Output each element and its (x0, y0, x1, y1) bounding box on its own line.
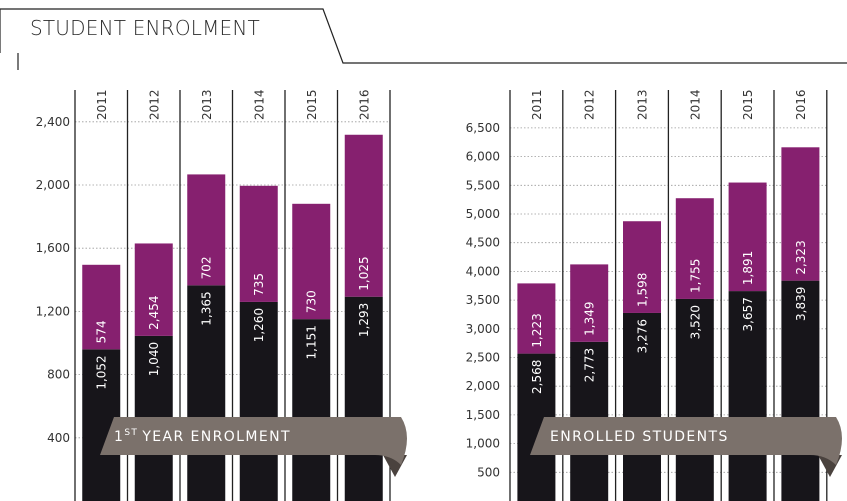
y-tick-label: 2,400 (36, 115, 70, 129)
x-category-label: 2016 (357, 89, 371, 120)
data-label-purple: 1,025 (357, 256, 371, 290)
data-label-dark: 3,520 (688, 305, 702, 339)
bar-segment-dark (344, 296, 383, 501)
y-tick-label: 2,000 (36, 178, 70, 192)
x-category-label: 2012 (583, 89, 597, 120)
bar-segment-purple (728, 182, 767, 292)
data-label-purple: 1,223 (530, 313, 544, 347)
data-label-dark: 3,276 (636, 319, 650, 353)
y-tick-label: 4,000 (466, 264, 500, 278)
y-tick-label: 1,500 (466, 408, 500, 422)
x-category-label: 2011 (95, 89, 109, 120)
x-category-label: 2016 (794, 89, 808, 120)
page-title: STUDENT ENROLMENT (30, 16, 260, 40)
y-tick-label: 1,000 (466, 437, 500, 451)
x-category-label: 2015 (741, 89, 755, 120)
x-category-label: 2011 (530, 89, 544, 120)
y-tick-label: 6,500 (466, 121, 500, 135)
data-label-purple: 702 (200, 256, 214, 279)
data-label-dark: 2,568 (530, 360, 544, 394)
bar-segment-dark (187, 285, 226, 501)
data-label-purple: 574 (95, 320, 109, 343)
y-tick-label: 3,000 (466, 322, 500, 336)
chart-title: 1ST YEAR ENROLMENT (114, 428, 291, 445)
bar-segment-purple (623, 221, 661, 313)
data-label-dark: 1,260 (252, 308, 266, 342)
bar-segment-purple (344, 134, 383, 297)
data-label-purple: 1,755 (688, 259, 702, 293)
x-category-label: 2012 (147, 89, 161, 120)
data-label-purple: 1,598 (636, 273, 650, 307)
y-tick-label: 4,500 (466, 236, 500, 250)
y-tick-label: 5,000 (466, 207, 500, 221)
x-category-label: 2014 (688, 89, 702, 120)
ribbon-body (530, 417, 842, 465)
y-tick-label: 6,000 (466, 150, 500, 164)
bar-segment-purple (82, 264, 121, 350)
bar-segment-dark (675, 298, 714, 501)
y-tick-label: 800 (47, 368, 70, 382)
bar-segment-purple (292, 203, 331, 320)
ribbon-label: 1ST YEAR ENROLMENT (100, 417, 407, 477)
data-label-dark: 1,040 (147, 342, 161, 376)
bar-segment-purple (187, 174, 226, 286)
bar-segment-purple (675, 198, 714, 299)
data-label-purple: 1,349 (583, 301, 597, 335)
data-label-dark: 1,052 (95, 355, 109, 389)
y-tick-label: 1,600 (36, 241, 70, 255)
x-category-label: 2014 (252, 89, 266, 120)
bar-segment-purple (781, 147, 820, 281)
data-label-dark: 3,657 (741, 297, 755, 331)
bar-segment-purple (239, 185, 278, 302)
data-label-purple: 730 (305, 290, 319, 313)
bar-segment-dark (239, 301, 278, 501)
data-label-dark: 3,839 (794, 287, 808, 321)
ribbon-body (100, 417, 407, 465)
data-label-dark: 1,151 (305, 325, 319, 359)
y-tick-label: 5,500 (466, 178, 500, 192)
x-category-label: 2015 (305, 89, 319, 120)
bar-segment-purple (134, 243, 173, 336)
y-tick-label: 500 (477, 465, 500, 479)
data-label-dark: 1,293 (357, 303, 371, 337)
chart-title: ENROLLED STUDENTS (550, 429, 729, 445)
x-category-label: 2013 (200, 89, 214, 120)
bar-segment-dark (728, 291, 767, 501)
data-label-purple: 2,323 (794, 240, 808, 274)
x-category-label: 2013 (636, 89, 650, 120)
y-tick-label: 1,200 (36, 304, 70, 318)
bar-segment-dark (623, 312, 661, 501)
data-label-purple: 735 (252, 273, 266, 296)
y-tick-label: 400 (47, 431, 70, 445)
ribbon-label: ENROLLED STUDENTS (530, 417, 842, 477)
y-tick-label: 3,500 (466, 293, 500, 307)
data-label-dark: 1,365 (200, 291, 214, 325)
data-label-purple: 2,454 (147, 296, 161, 330)
bar-segment-dark (781, 280, 820, 501)
bar-segment-purple (570, 264, 609, 342)
title-tab (0, 8, 847, 70)
bar-segment-dark (292, 319, 331, 501)
y-tick-label: 2,000 (466, 379, 500, 393)
bar-segment-purple (517, 283, 556, 354)
data-label-purple: 1,891 (741, 251, 755, 285)
data-label-dark: 2,773 (583, 348, 597, 382)
y-tick-label: 2,500 (466, 351, 500, 365)
